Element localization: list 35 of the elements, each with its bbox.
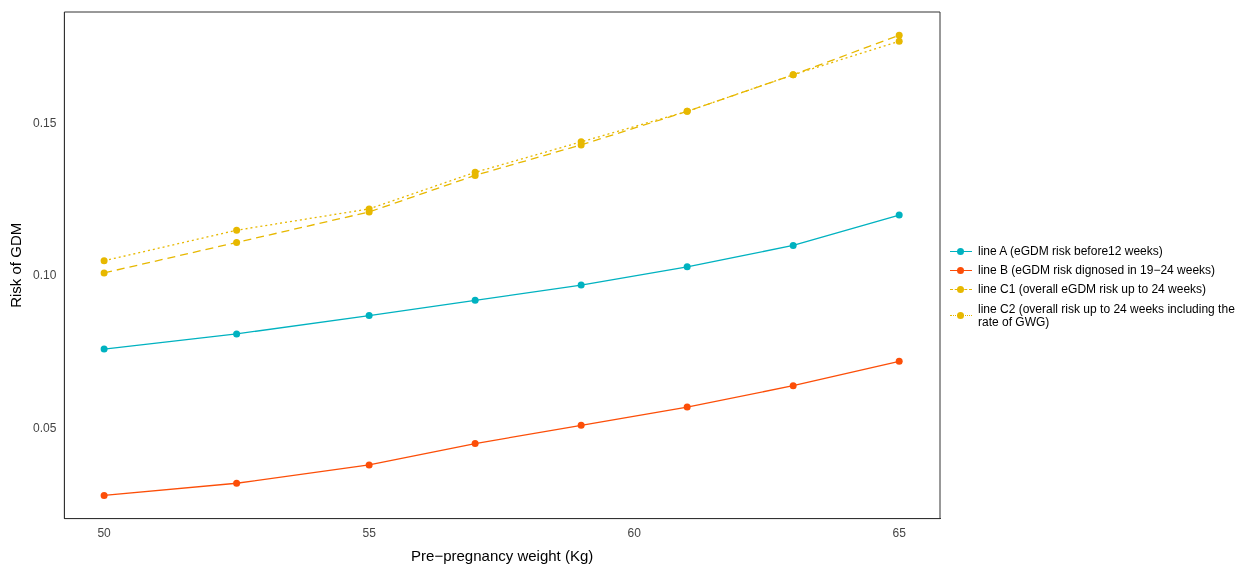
point	[100, 491, 108, 499]
y-tick-label: 0.15	[33, 115, 57, 130]
y-tick-label: 0.05	[33, 420, 57, 435]
point	[233, 479, 241, 487]
point	[895, 211, 903, 219]
point	[683, 263, 691, 271]
point	[577, 421, 585, 429]
y-tick-label: 0.10	[33, 268, 57, 283]
point	[895, 37, 903, 45]
point	[683, 403, 691, 411]
point	[365, 461, 373, 469]
x-tick-label: 50	[97, 526, 112, 541]
point	[233, 226, 241, 234]
legend-label: line C2 (overall risk up to 24 weeks including the rate of GWG)	[978, 301, 1236, 329]
point	[100, 257, 108, 265]
point	[577, 281, 585, 289]
point	[471, 440, 479, 448]
point	[233, 330, 241, 338]
point	[100, 345, 108, 353]
point	[471, 296, 479, 304]
point	[895, 31, 903, 39]
point	[789, 382, 797, 390]
legend-label: line C1 (overall eGDM risk up to 24 weeks)	[978, 282, 1207, 297]
x-axis-title: Pre−pregnancy weight (Kg)	[411, 547, 594, 565]
x-tick-label: 60	[627, 526, 642, 541]
point	[100, 269, 108, 277]
legend-label: line A (eGDM risk before12 weeks)	[978, 244, 1163, 259]
point	[233, 238, 241, 246]
y-axis-title: Risk of GDM	[7, 222, 25, 308]
point	[365, 312, 373, 320]
x-tick-label: 65	[892, 526, 907, 541]
point	[895, 357, 903, 365]
point	[789, 241, 797, 249]
x-tick-label: 55	[362, 526, 377, 541]
legend-label: line B (eGDM risk dignosed in 19−24 weeks)	[978, 263, 1216, 278]
